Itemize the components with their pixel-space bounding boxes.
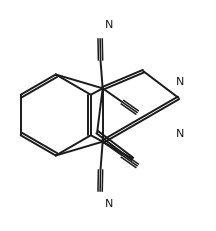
Text: N: N [176, 129, 185, 139]
Text: N: N [105, 20, 113, 30]
Text: N: N [176, 76, 185, 87]
Text: N: N [105, 199, 113, 209]
